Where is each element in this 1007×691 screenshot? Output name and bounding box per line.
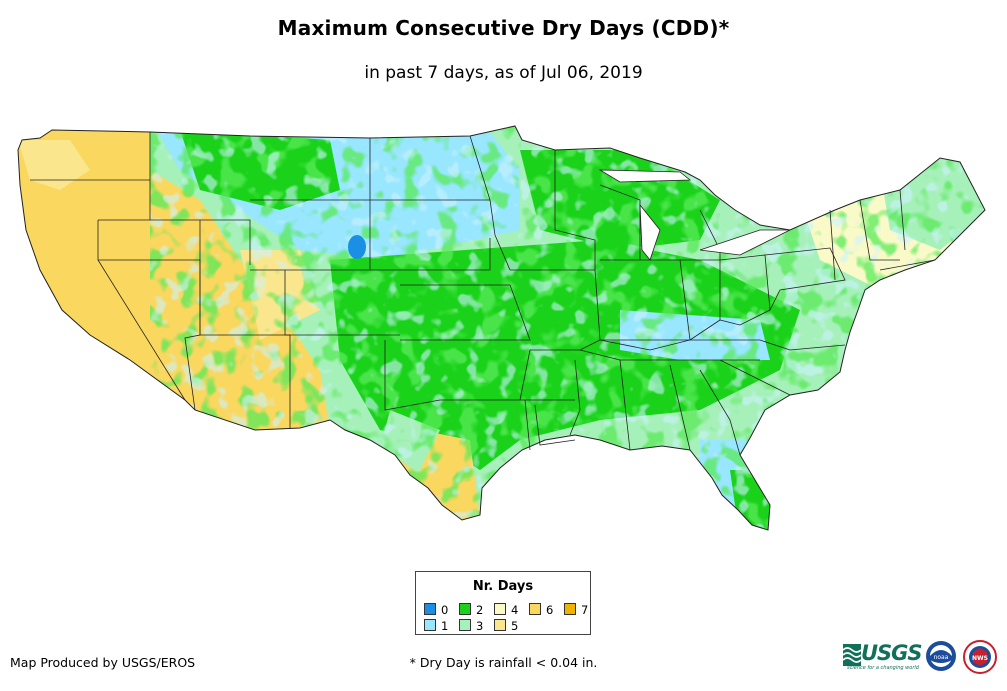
usgs-tagline: science for a changing world [847, 665, 919, 671]
legend-item: 2 [459, 603, 483, 616]
map-credit: Map Produced by USGS/EROS [10, 655, 196, 670]
nws-logo: NWS [963, 640, 997, 674]
legend-swatch [529, 603, 541, 615]
legend-item: 7 [564, 603, 588, 616]
legend-swatch [459, 603, 471, 615]
conus-dry-days-map [17, 125, 986, 531]
usgs-logo: USGS science for a changing world [843, 641, 923, 671]
legend-label: 1 [441, 619, 449, 633]
map-subtitle: in past 7 days, as of Jul 06, 2019 [364, 63, 643, 83]
dry-day-footnote: * Dry Day is rainfall < 0.04 in. [409, 655, 598, 670]
noaa-wordmark: noaa [934, 654, 949, 661]
legend-item: 0 [424, 603, 448, 616]
legend-item: 4 [494, 603, 518, 616]
legend-title: Nr. Days [472, 579, 534, 594]
nws-wordmark: NWS [972, 655, 988, 662]
legend-swatch [424, 603, 436, 615]
legend-item: 1 [424, 619, 448, 632]
legend-label: 3 [476, 619, 484, 633]
usgs-wave-icon [843, 644, 861, 666]
noaa-logo: noaa [926, 641, 956, 671]
legend-label: 4 [511, 603, 519, 617]
legend-item: 6 [529, 603, 553, 616]
legend-swatch [494, 619, 506, 631]
legend-label: 5 [511, 619, 519, 633]
usgs-wordmark: USGS [861, 641, 923, 665]
legend-swatch [564, 603, 576, 615]
legend-label: 7 [581, 603, 589, 617]
map-title: Maximum Consecutive Dry Days (CDD)* [277, 16, 730, 40]
legend-swatch [494, 603, 506, 615]
legend-label: 0 [441, 603, 449, 617]
legend-label: 6 [546, 603, 554, 617]
legend: Nr. Days 0 1 2 3 4 5 6 7 [415, 571, 591, 635]
legend-label: 2 [476, 603, 484, 617]
legend-swatch [424, 619, 436, 631]
legend-item: 3 [459, 619, 483, 632]
legend-item: 5 [494, 619, 518, 632]
legend-swatch [459, 619, 471, 631]
